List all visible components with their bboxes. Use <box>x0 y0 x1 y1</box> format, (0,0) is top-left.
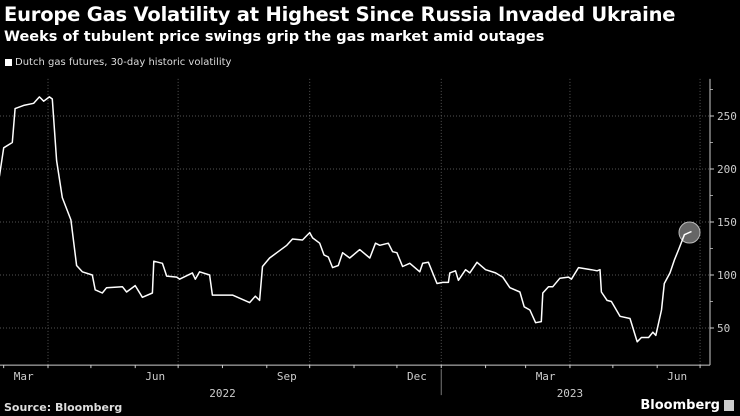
y-tick-label: 250 <box>717 110 737 123</box>
legend-label: Dutch gas futures, 30-day historic volat… <box>15 57 232 68</box>
x-tick-label: Dec <box>407 370 427 383</box>
legend: Dutch gas futures, 30-day historic volat… <box>5 57 231 68</box>
x-tick-label: Sep <box>277 370 297 383</box>
x-tick-label: Mar <box>536 370 556 383</box>
source-note: Source: Bloomberg <box>4 401 123 414</box>
brand-label: Bloomberg <box>640 398 720 413</box>
y-tick-label: 50 <box>717 322 730 335</box>
bloomberg-logo: Bloomberg <box>640 398 734 413</box>
year-label: 2022 <box>209 387 236 400</box>
y-tick-label: 200 <box>717 163 737 176</box>
year-label: 2023 <box>557 387 584 400</box>
bloomberg-terminal-icon <box>724 400 734 411</box>
x-tick-label: Mar <box>14 370 34 383</box>
x-tick-label: Jun <box>145 370 165 383</box>
x-tick-label: Jun <box>667 370 687 383</box>
chart-subtitle: Weeks of tubulent price swings grip the … <box>4 29 545 45</box>
legend-swatch <box>5 59 12 66</box>
chart-title: Europe Gas Volatility at Highest Since R… <box>4 3 676 26</box>
volatility-line <box>0 96 692 343</box>
y-tick-label: 150 <box>717 216 737 229</box>
y-tick-label: 100 <box>717 269 737 282</box>
